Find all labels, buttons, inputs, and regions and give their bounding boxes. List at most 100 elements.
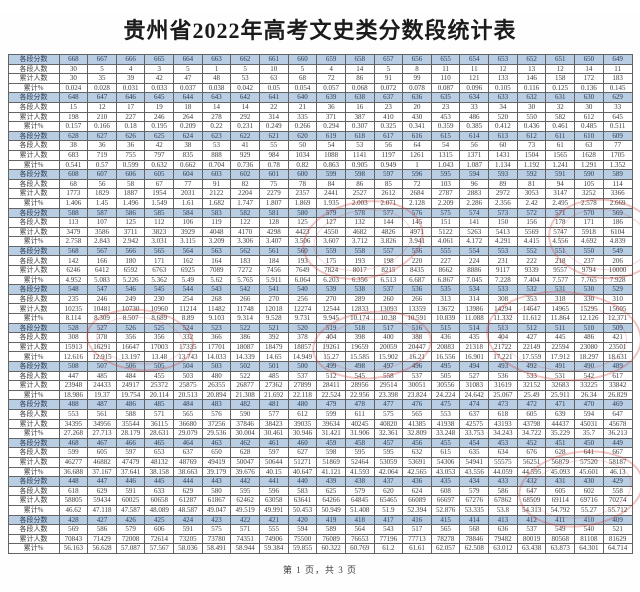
score-cell: 520 <box>287 322 318 334</box>
count-cell: 30 <box>58 63 89 75</box>
segment-count-row: 各段人数 569 586 579 606 591 575 571 555 594 589 564 543… <box>7 524 633 535</box>
cumulative-cell: 40245 <box>344 418 375 430</box>
cumulative-cell: 99 <box>402 73 432 84</box>
percent-cell: 0.57 <box>87 159 117 171</box>
score-cell: 531 <box>545 284 576 295</box>
score-cell: 527 <box>87 322 117 334</box>
score-cell: 478 <box>344 399 375 410</box>
score-cell: 428 <box>58 514 89 526</box>
count-cell: 81 <box>516 178 547 190</box>
count-cell: 128 <box>258 217 289 228</box>
count-cell: 36 <box>87 140 117 151</box>
score-cell: 540 <box>287 284 318 295</box>
cumulative-cell: 45678 <box>602 418 633 430</box>
count-cell: 356 <box>115 332 146 343</box>
percent-cell: 53.335 <box>459 504 490 516</box>
score-cell: 579 <box>316 207 346 219</box>
count-cell: 75 <box>258 178 289 190</box>
row-label: 累计人数 <box>7 303 60 315</box>
percent-cell: 7.765 <box>574 274 604 286</box>
score-segment-row: 各段分数 468 467 466 465 464 463 462 461 460 459 458 457… <box>7 437 633 449</box>
cumulative-cell: 453 <box>430 111 461 123</box>
cumulative-cell: 39 <box>115 73 146 84</box>
percent-cell: 61.61 <box>402 543 432 554</box>
score-cell: 468 <box>58 437 89 449</box>
cumulative-cell: 15913 <box>58 341 89 353</box>
score-cell: 585 <box>144 207 175 219</box>
percent-cell: 0.028 <box>87 82 117 94</box>
score-cell: 578 <box>344 207 375 219</box>
score-cell: 542 <box>230 284 260 295</box>
segment-count-row: 各段人数 30 5 4 3 5 1 5 10 5 4 14 5 8 11 11 12 13 12 14 11 <box>7 63 633 75</box>
cumulative-cell: 78278 <box>430 533 461 545</box>
cumulative-cell: 67862 <box>488 495 518 506</box>
count-cell: 591 <box>173 524 203 535</box>
score-cell: 505 <box>144 361 175 372</box>
cumulative-cell: 78846 <box>459 533 490 545</box>
percent-cell: 33.248 <box>430 428 461 439</box>
cumulative-cell: 8886 <box>459 265 490 276</box>
score-cell: 462 <box>230 437 260 449</box>
percent-cell: 50.949 <box>316 504 346 516</box>
percent-cell: 0.145 <box>602 82 633 94</box>
count-cell: 96 <box>459 178 490 190</box>
percent-cell: 2.843 <box>87 236 117 247</box>
score-cell: 433 <box>488 476 518 487</box>
score-cell: 481 <box>258 399 289 410</box>
percent-cell: 28.631 <box>144 428 175 439</box>
cumulative-cell: 6763 <box>144 265 175 276</box>
row-label: 累计人数 <box>7 226 60 238</box>
score-cell: 477 <box>373 399 404 410</box>
cumulative-cell: 1705 <box>602 149 633 161</box>
cumulative-cell: 929 <box>230 149 260 161</box>
count-cell: 553 <box>58 408 89 420</box>
percent-cell: 37.167 <box>87 466 117 478</box>
percent-cell: 1.241 <box>545 159 576 171</box>
cumulative-cell: 1887 <box>115 188 146 199</box>
count-cell: 591 <box>115 485 146 497</box>
count-cell: 586 <box>488 485 518 497</box>
count-cell: 558 <box>373 370 404 382</box>
score-segment-row: 各段分数 648 647 646 645 644 643 642 641 640 639 638 637… <box>7 92 633 103</box>
count-cell: 30 <box>516 101 547 113</box>
count-cell: 156 <box>516 217 547 228</box>
count-cell: 588 <box>115 408 146 420</box>
count-cell: 540 <box>574 524 604 535</box>
row-label: 累计人数 <box>7 188 60 199</box>
score-segment-row: 各段分数 488 487 486 485 484 483 482 481 480 479 478 477… <box>7 399 633 410</box>
cumulative-cell: 47 <box>173 73 203 84</box>
cumulative-cell: 2441 <box>316 188 346 199</box>
score-cell: 660 <box>287 54 318 65</box>
count-cell: 132 <box>344 217 375 228</box>
score-cell: 611 <box>545 130 576 142</box>
count-cell: 637 <box>459 408 490 420</box>
count-cell: 400 <box>373 332 404 343</box>
cumulative-cell: 121 <box>459 73 490 84</box>
score-cell: 484 <box>173 399 203 410</box>
percent-cell: 9.731 <box>287 313 318 324</box>
score-cell: 533 <box>488 284 518 295</box>
cumulative-cell: 582 <box>545 111 576 123</box>
row-label: 各段分数 <box>7 399 60 410</box>
percent-cell: 0.136 <box>574 82 604 94</box>
percent-cell: 46.62 <box>58 504 89 516</box>
score-cell: 561 <box>258 245 289 257</box>
score-cell: 548 <box>58 284 89 295</box>
count-cell: 11 <box>602 63 633 75</box>
count-cell: 107 <box>87 217 117 228</box>
count-cell: 392 <box>258 332 289 343</box>
score-cell: 663 <box>201 54 232 65</box>
cumulative-cell: 66697 <box>430 495 461 506</box>
percent-cell: 5.362 <box>144 274 175 286</box>
count-cell: 627 <box>287 447 318 458</box>
cumulative-count-row: 累计人数 3479 3586 3711 3823 3929 4048 4170 4298 4423… <box>7 226 633 238</box>
cumulative-cell: 53 <box>230 73 260 84</box>
score-cell: 634 <box>459 92 490 103</box>
score-cell: 615 <box>430 130 461 142</box>
score-cell: 656 <box>402 54 432 65</box>
count-cell: 537 <box>287 370 318 382</box>
percent-cell: 21.308 <box>230 389 260 401</box>
score-cell: 589 <box>602 169 633 180</box>
count-cell: 378 <box>87 332 117 343</box>
count-cell: 484 <box>115 370 146 382</box>
